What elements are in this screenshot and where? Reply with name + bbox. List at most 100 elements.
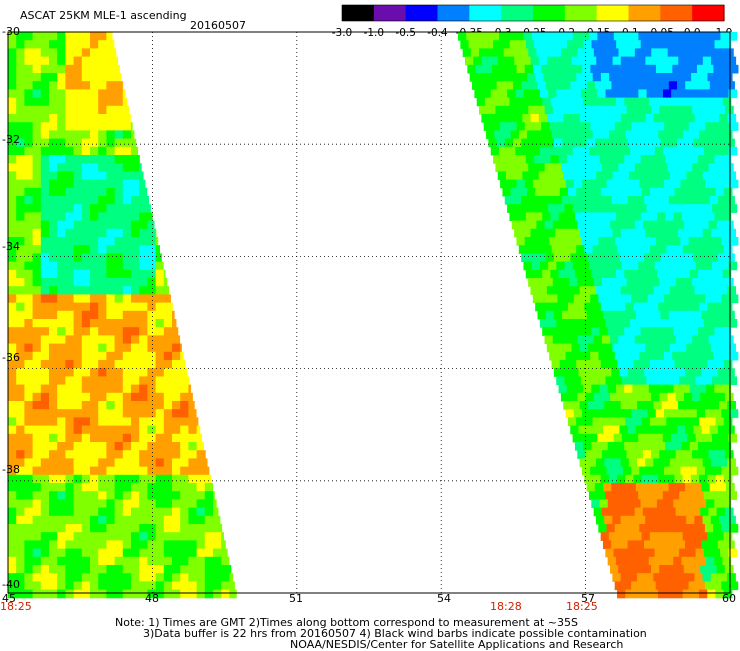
swath-cell (671, 89, 680, 99)
time-label: 18:25 (0, 600, 32, 613)
swath-cell (49, 376, 58, 386)
swath-cell (642, 220, 652, 230)
swath-cell (155, 450, 165, 459)
swath-cell (122, 269, 132, 279)
swath-cell (65, 450, 75, 459)
swath-cell (574, 442, 584, 451)
swath-cell (204, 589, 214, 599)
swath-cell (527, 187, 536, 197)
swath-cell (81, 114, 91, 123)
swath-cell (106, 97, 116, 107)
swath-cell (114, 286, 124, 295)
swath-cell (576, 417, 585, 427)
swath-cell (114, 269, 124, 279)
swath-cell (172, 532, 181, 541)
swath-cell (73, 261, 83, 271)
swath-cell (715, 73, 725, 82)
swath-cell (670, 433, 680, 443)
swath-cell (90, 483, 99, 492)
swath-cell (196, 573, 206, 582)
swath-cell (114, 48, 117, 58)
swath-cell (65, 360, 75, 369)
swath-cell (49, 401, 58, 410)
swath-cell (529, 253, 539, 263)
swath-cell (625, 73, 635, 82)
swath-cell (683, 450, 693, 459)
swath-cell (582, 351, 591, 361)
swath-cell (147, 556, 157, 566)
swath-cell (567, 302, 577, 312)
swath-cell (707, 360, 717, 369)
swath-cell (65, 278, 75, 287)
swath-cell (90, 220, 99, 230)
swath-cell (8, 40, 17, 49)
swath-cell (8, 425, 17, 435)
swath-cell (671, 204, 680, 213)
swath-cell (122, 360, 132, 369)
swath-cell (213, 540, 222, 550)
swath-cell (667, 105, 677, 115)
swath-cell (32, 40, 42, 49)
swath-cell (521, 138, 530, 148)
swath-cell (49, 163, 58, 172)
swath-cell (522, 56, 532, 66)
swath-cell (700, 105, 710, 115)
swath-cell (586, 196, 596, 205)
swath-cell (689, 327, 699, 336)
swath-cell (677, 138, 686, 148)
swath-cell (163, 319, 173, 328)
swath-cell (570, 253, 580, 263)
swath-cell (624, 556, 633, 566)
swath-cell (163, 499, 173, 509)
swath-cell (204, 573, 214, 582)
swath-cell (155, 565, 165, 574)
swath-cell (640, 269, 650, 279)
swath-cell (49, 565, 58, 574)
swath-cell (609, 245, 618, 254)
swath-cell (687, 548, 697, 558)
swath-cell (65, 335, 75, 345)
lat-label: -38 (2, 463, 20, 476)
swath-cell (147, 368, 157, 377)
swath-cell (666, 589, 675, 599)
swath-cell (106, 351, 116, 361)
swath-cell (646, 491, 656, 500)
swath-cell (524, 122, 534, 131)
swath-cell (73, 204, 83, 213)
swath-cell (715, 417, 725, 427)
swath-cell (16, 130, 25, 140)
swath-cell (682, 130, 692, 140)
swath-cell (196, 458, 206, 468)
swath-cell (49, 351, 58, 361)
swath-cell (611, 310, 621, 320)
swath-cell (692, 220, 701, 230)
swath-cell (81, 278, 91, 287)
swath-cell (597, 204, 607, 213)
swath-cell (32, 212, 42, 222)
swath-cell (106, 122, 116, 131)
swath-cell (593, 278, 603, 287)
swath-cell (664, 351, 673, 361)
swath-cell (114, 589, 124, 599)
swath-cell (180, 360, 186, 369)
swath-cell (727, 515, 736, 525)
swath-cell (24, 507, 34, 517)
swath-cell (610, 507, 619, 517)
swath-cell (204, 458, 208, 468)
swath-cell (8, 376, 17, 386)
swath-cell (606, 466, 616, 476)
swath-cell (81, 409, 91, 418)
swath-cell (81, 540, 91, 550)
swath-cell (693, 540, 702, 550)
swath-cell (624, 155, 633, 164)
swath-cell (703, 548, 713, 558)
swath-cell (81, 163, 91, 172)
colorbar-cell (564, 5, 598, 21)
swath-cell (16, 483, 25, 492)
swath-cell (49, 228, 58, 238)
swath-cell (700, 450, 709, 459)
swath-cell (719, 228, 728, 238)
swath-cell (613, 261, 623, 271)
swath-cell (722, 212, 732, 222)
swath-cell (570, 138, 580, 148)
